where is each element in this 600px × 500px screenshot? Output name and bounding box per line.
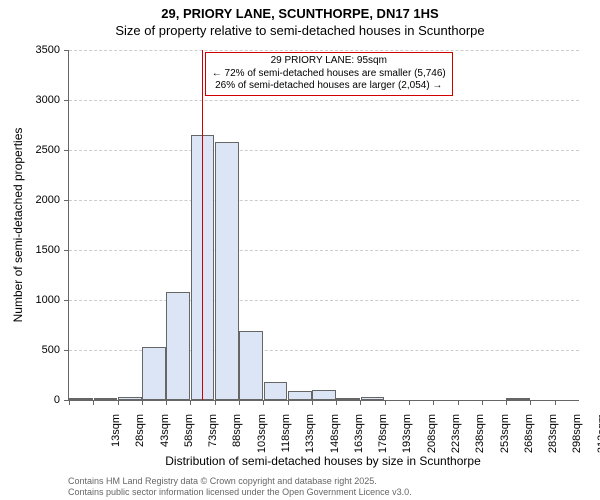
y-tick-label: 2500 [36, 144, 60, 156]
footer-line2: Contains public sector information licen… [68, 487, 412, 498]
footer-line1: Contains HM Land Registry data © Crown c… [68, 476, 412, 487]
y-tick-label: 0 [54, 394, 60, 406]
chart-footer: Contains HM Land Registry data © Crown c… [68, 476, 412, 498]
annotation-box: 29 PRIORY LANE: 95sqm← 72% of semi-detac… [205, 52, 453, 96]
gridline [69, 300, 579, 301]
x-tick-label: 313sqm [596, 414, 600, 464]
gridline [69, 250, 579, 251]
chart-container: 29, PRIORY LANE, SCUNTHORPE, DN17 1HS Si… [0, 0, 600, 500]
gridline [69, 150, 579, 151]
y-tick-mark [64, 250, 69, 251]
gridline [69, 100, 579, 101]
histogram-bar [312, 390, 336, 400]
y-tick-labels: 0500100015002000250030003500 [0, 50, 64, 400]
histogram-bar [239, 331, 263, 400]
histogram-bar [142, 347, 166, 400]
annotation-line2: ← 72% of semi-detached houses are smalle… [212, 68, 446, 81]
marker-line [202, 50, 203, 400]
histogram-bar [264, 382, 288, 400]
x-tick-labels: 13sqm28sqm43sqm58sqm73sqm88sqm103sqm118s… [68, 400, 578, 460]
y-tick-mark [64, 200, 69, 201]
y-tick-mark [64, 50, 69, 51]
x-axis-label: Distribution of semi-detached houses by … [68, 454, 578, 468]
annotation-line1: 29 PRIORY LANE: 95sqm [212, 55, 446, 68]
y-tick-mark [64, 100, 69, 101]
gridline [69, 50, 579, 51]
histogram-bar [215, 142, 239, 400]
annotation-line3: 26% of semi-detached houses are larger (… [212, 80, 446, 93]
y-tick-label: 1000 [36, 294, 60, 306]
y-tick-mark [64, 150, 69, 151]
y-tick-label: 1500 [36, 244, 60, 256]
y-tick-label: 2000 [36, 194, 60, 206]
histogram-bar [166, 292, 190, 400]
y-tick-label: 3500 [36, 44, 60, 56]
chart-title-line1: 29, PRIORY LANE, SCUNTHORPE, DN17 1HS [0, 0, 600, 21]
histogram-bar [288, 391, 312, 400]
plot-area: 29 PRIORY LANE: 95sqm← 72% of semi-detac… [68, 50, 579, 401]
gridline [69, 200, 579, 201]
y-tick-label: 500 [42, 344, 60, 356]
y-tick-mark [64, 350, 69, 351]
y-tick-label: 3000 [36, 94, 60, 106]
y-tick-mark [64, 300, 69, 301]
chart-title-line2: Size of property relative to semi-detach… [0, 21, 600, 38]
